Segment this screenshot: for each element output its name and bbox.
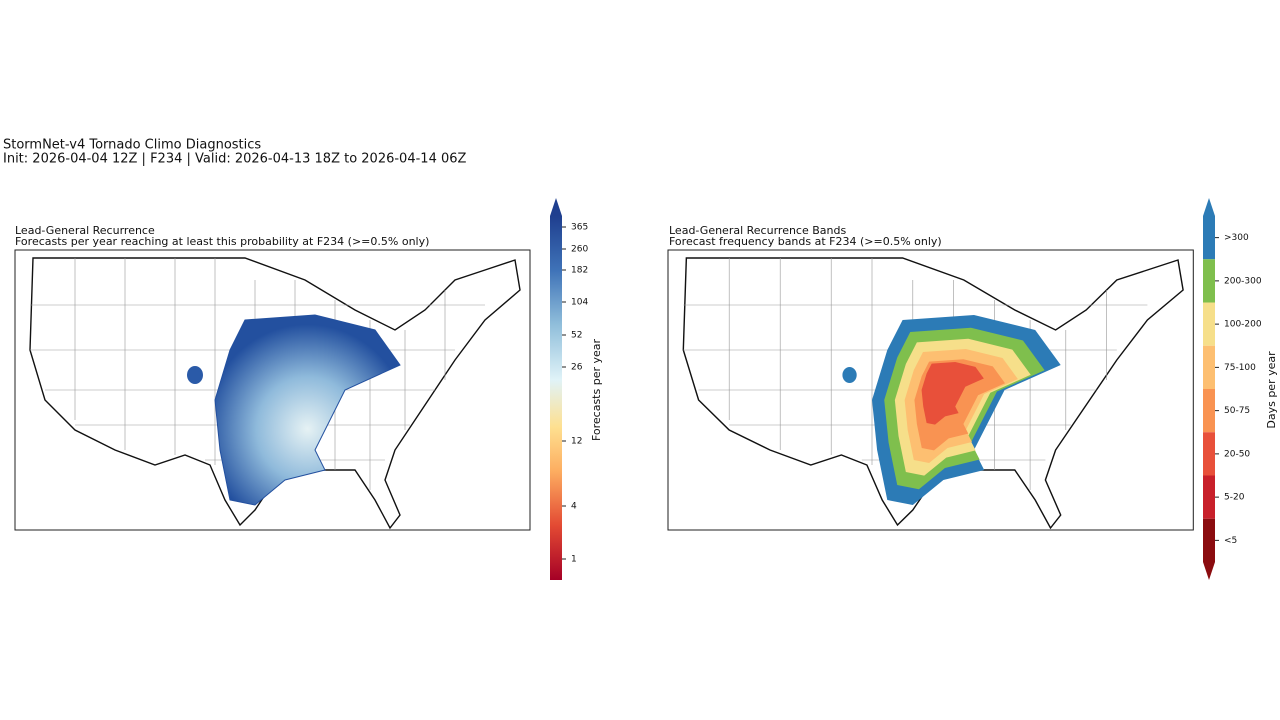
colorbar-tick-label: 104 [571, 298, 588, 308]
figure-title: StormNet-v4 Tornado Climo Diagnostics [3, 138, 261, 153]
colorbar-band [1203, 259, 1215, 303]
colorbar-band [1203, 432, 1215, 476]
colorbar-tick-label: 100-200 [1224, 320, 1262, 330]
colorbar-band [1203, 302, 1215, 346]
colorbar-extend [550, 198, 562, 216]
colorbar-label: Days per year [1265, 351, 1278, 429]
colorbar-band [1203, 345, 1215, 389]
colorbar-tick-label: 26 [571, 363, 583, 373]
colorbar-band [1203, 216, 1215, 260]
colorbar-band [1203, 475, 1215, 519]
colorbar-tick-label: 75-100 [1224, 363, 1256, 373]
colorbar-tick-label: 260 [571, 245, 588, 255]
colorbar-tick-label: 52 [571, 331, 582, 341]
colorbar-band [1203, 518, 1215, 562]
map [667, 249, 1195, 531]
colorbar-tick-label: 4 [571, 502, 577, 512]
colorbar-tick-label: 1 [571, 555, 577, 565]
colorbar [550, 216, 562, 580]
map [14, 249, 531, 531]
colorbar-tick-label: 365 [571, 223, 588, 233]
figure-subtitle: Init: 2026-04-04 12Z | F234 | Valid: 202… [3, 152, 467, 167]
colorbar-label: Forecasts per year [590, 338, 603, 441]
panel-title: Lead-General Recurrence [15, 224, 155, 237]
panel-subtitle: Forecast frequency bands at F234 (>=0.5%… [669, 235, 942, 248]
colorbar-extend [1203, 562, 1215, 580]
colorbar-tick-label: 50-75 [1224, 406, 1250, 416]
colorbar-tick-label: 20-50 [1224, 449, 1250, 459]
colorbar-tick-label: >300 [1224, 233, 1249, 243]
colorbar-tick-label: 12 [571, 437, 582, 447]
colorbar-tick-label: 200-300 [1224, 276, 1262, 286]
panel-subtitle: Forecasts per year reaching at least thi… [15, 235, 429, 248]
panel-title: Lead-General Recurrence Bands [669, 224, 846, 237]
colorbar-tick-label: 182 [571, 266, 588, 276]
colorbar-tick-label: 5-20 [1224, 493, 1245, 503]
colorbar-band [1203, 389, 1215, 433]
colorbar-extend [1203, 198, 1215, 216]
colorbar-tick-label: <5 [1224, 536, 1237, 546]
